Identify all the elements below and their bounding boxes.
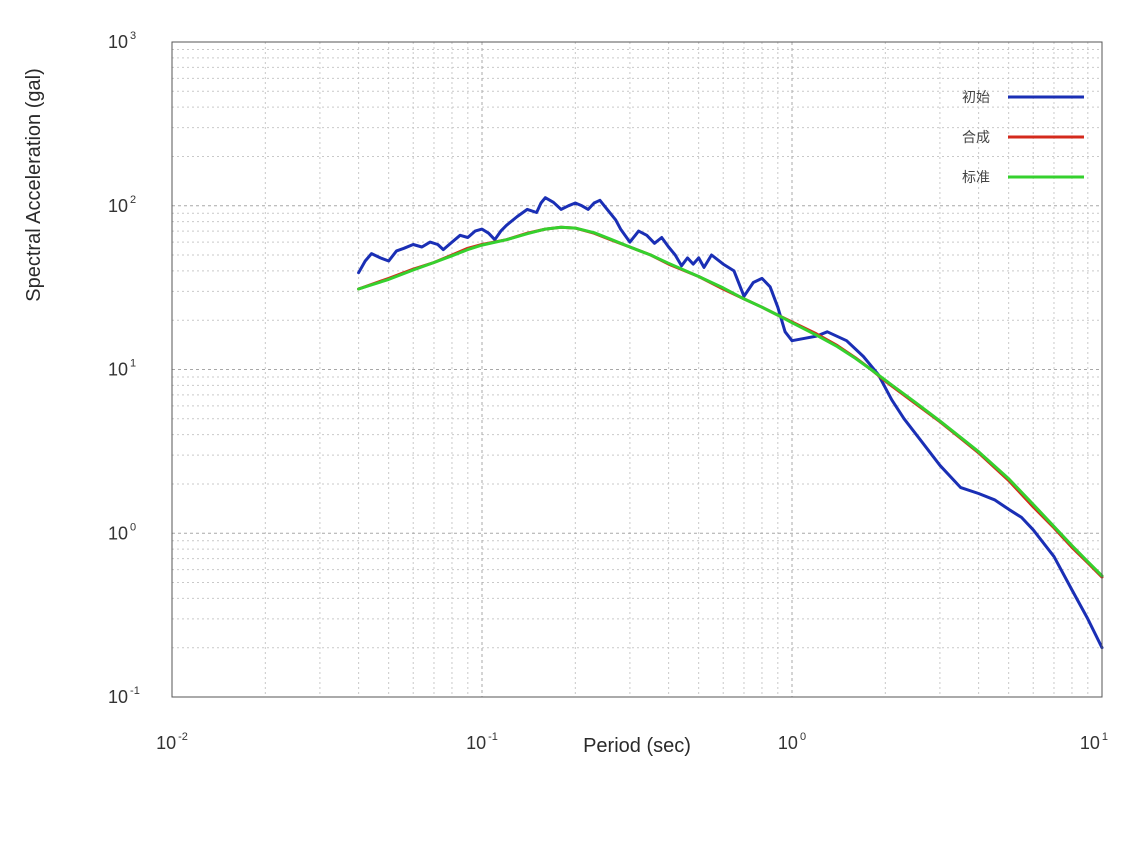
minor-grid [172,42,1102,697]
series-line-1 [357,196,1104,650]
y-tick-label: 10 2 [108,194,136,216]
x-tick-label: 10 -2 [156,731,188,753]
y-tick-label: 10 1 [108,358,136,380]
y-tick-label: 10 3 [108,30,136,52]
x-tick-label: 10 1 [1080,731,1108,753]
y-axis-label: Spectral Acceleration (gal) [23,68,45,301]
legend-label: 标准 [962,169,990,185]
series-line-3 [357,225,1104,578]
x-tick-labels: 10 -2 10 -1 10 0 10 1 [156,731,1108,753]
legend-label: 初始 [962,89,990,105]
series-layer [357,196,1104,650]
y-tick-label: 10 -1 [108,685,140,707]
x-axis-label: Period (sec) [583,735,691,757]
y-tick-label: 10 0 [108,521,136,543]
x-tick-label: 10 0 [778,731,806,753]
plot-frame [171,41,1103,698]
legend-label: 合成 [962,129,990,145]
x-tick-label: 10 -1 [466,731,498,753]
